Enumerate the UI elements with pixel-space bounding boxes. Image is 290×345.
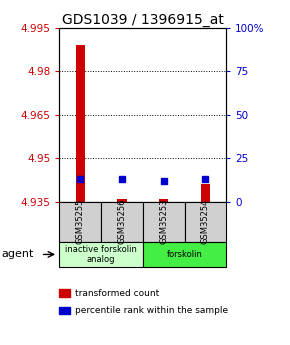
Text: percentile rank within the sample: percentile rank within the sample	[75, 306, 229, 315]
Bar	[76, 45, 85, 202]
Text: GSM35254: GSM35254	[201, 199, 210, 244]
Text: forskolin: forskolin	[166, 250, 202, 259]
Text: GSM35256: GSM35256	[117, 199, 126, 244]
Bar	[201, 185, 210, 202]
Bar	[117, 199, 126, 202]
Bar	[159, 199, 168, 202]
Text: transformed count: transformed count	[75, 289, 160, 298]
Title: GDS1039 / 1396915_at: GDS1039 / 1396915_at	[62, 12, 224, 27]
Text: GSM35253: GSM35253	[159, 199, 168, 244]
Text: GSM35255: GSM35255	[76, 199, 85, 244]
Text: inactive forskolin
analog: inactive forskolin analog	[65, 245, 137, 264]
Text: agent: agent	[1, 249, 34, 259]
